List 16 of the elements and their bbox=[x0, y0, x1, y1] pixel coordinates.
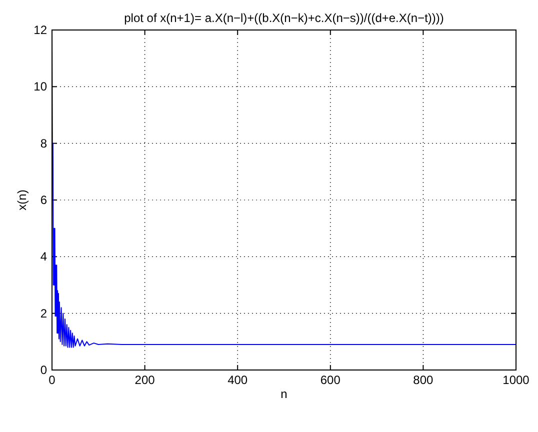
x-tick-label: 200 bbox=[134, 373, 156, 387]
x-tick-label: 600 bbox=[320, 373, 341, 387]
x-tick-label: 1000 bbox=[502, 373, 530, 387]
chart-title: plot of x(n+1)= a.X(n−l)+((b.X(n−k)+c.X(n−s))/((d+e.X(n−t)))) bbox=[124, 11, 444, 25]
y-axis-title: x(n) bbox=[15, 190, 29, 210]
y-tick-label: 2 bbox=[40, 306, 48, 320]
y-tick-label: 0 bbox=[40, 363, 48, 377]
y-tick-label: 6 bbox=[40, 193, 48, 207]
x-tick-label: 800 bbox=[413, 373, 434, 387]
y-tick-label: 12 bbox=[34, 23, 48, 37]
x-tick-label: 0 bbox=[48, 373, 56, 387]
x-tick-label: 400 bbox=[228, 373, 248, 387]
x-axis-title: n bbox=[280, 387, 288, 401]
y-tick-label: 10 bbox=[34, 80, 48, 94]
y-tick-label: 8 bbox=[40, 136, 48, 150]
y-tick-label: 4 bbox=[40, 250, 48, 264]
